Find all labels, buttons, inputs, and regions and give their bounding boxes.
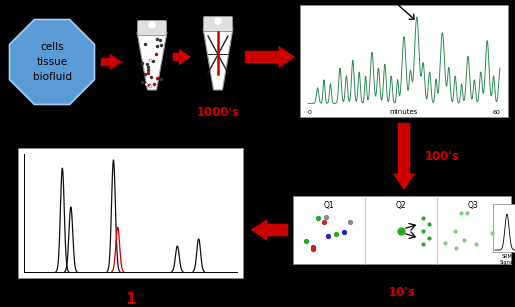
Text: 60: 60: [492, 110, 500, 115]
Text: Peptide
Selection: Peptide Selection: [316, 266, 341, 277]
Text: Q3: Q3: [468, 201, 478, 210]
Text: 0: 0: [308, 110, 312, 115]
Circle shape: [215, 18, 221, 24]
Text: minutes: minutes: [390, 109, 418, 115]
Polygon shape: [137, 32, 167, 90]
FancyBboxPatch shape: [293, 196, 511, 264]
Text: Fragmentation: Fragmentation: [381, 266, 421, 271]
Circle shape: [149, 22, 155, 28]
Text: 10's: 10's: [388, 286, 416, 299]
Text: 100's: 100's: [425, 150, 460, 164]
FancyBboxPatch shape: [18, 148, 243, 278]
Text: cells
tissue
biofluid: cells tissue biofluid: [32, 42, 72, 82]
FancyBboxPatch shape: [203, 17, 232, 32]
Polygon shape: [9, 20, 94, 104]
FancyBboxPatch shape: [300, 5, 508, 117]
Text: 1000's: 1000's: [196, 106, 239, 119]
Text: Q2: Q2: [396, 201, 406, 210]
Text: Q1: Q1: [324, 201, 334, 210]
FancyBboxPatch shape: [493, 204, 515, 252]
Text: Fragment
Selection: Fragment Selection: [442, 266, 468, 277]
Text: 1: 1: [125, 292, 136, 307]
Text: SRM
Signal: SRM Signal: [500, 254, 514, 265]
Polygon shape: [203, 28, 233, 90]
FancyBboxPatch shape: [138, 21, 166, 36]
